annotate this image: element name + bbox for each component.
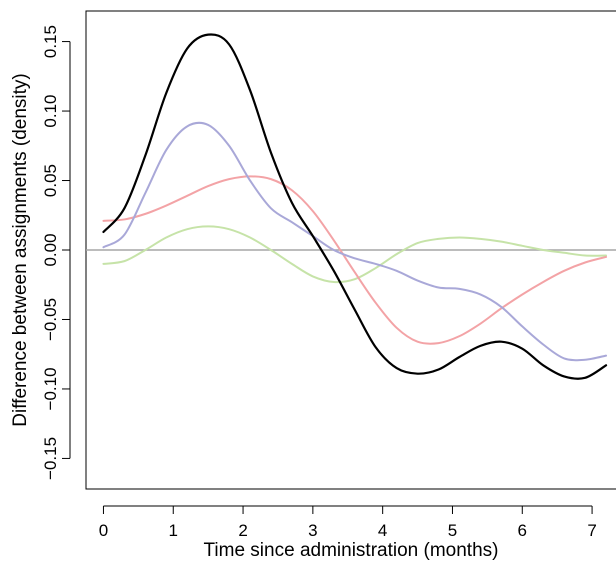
series-line bbox=[102, 33, 608, 380]
x-tick-label: 5 bbox=[448, 521, 457, 540]
y-tick-label: 0.10 bbox=[41, 94, 60, 127]
x-tick-label: 0 bbox=[99, 521, 108, 540]
x-tick-label: 2 bbox=[238, 521, 247, 540]
x-axis-title: Time since administration (months) bbox=[204, 540, 499, 561]
series-layer bbox=[102, 33, 608, 380]
series-line bbox=[102, 225, 608, 284]
series-line bbox=[102, 175, 608, 345]
x-tick-label: 7 bbox=[587, 521, 596, 540]
y-tick-label: 0.00 bbox=[41, 233, 60, 266]
x-axis: 0 1 2 3 4 5 6 7 bbox=[99, 505, 597, 540]
y-axis-title: Difference between assignments (density) bbox=[10, 73, 31, 426]
y-tick-label: −0.10 bbox=[41, 367, 60, 410]
x-tick-label: 1 bbox=[169, 521, 178, 540]
y-tick-label: −0.15 bbox=[41, 437, 60, 480]
x-tick-label: 3 bbox=[308, 521, 317, 540]
y-tick-label: −0.05 bbox=[41, 298, 60, 341]
x-tick-label: 6 bbox=[518, 521, 527, 540]
y-axis: −0.15 −0.10 −0.05 0.00 0.05 0.10 0.15 bbox=[41, 25, 71, 480]
series-line bbox=[102, 121, 608, 362]
y-tick-label: 0.05 bbox=[41, 164, 60, 197]
y-tick-label: 0.15 bbox=[41, 25, 60, 58]
x-tick-label: 4 bbox=[378, 521, 387, 540]
